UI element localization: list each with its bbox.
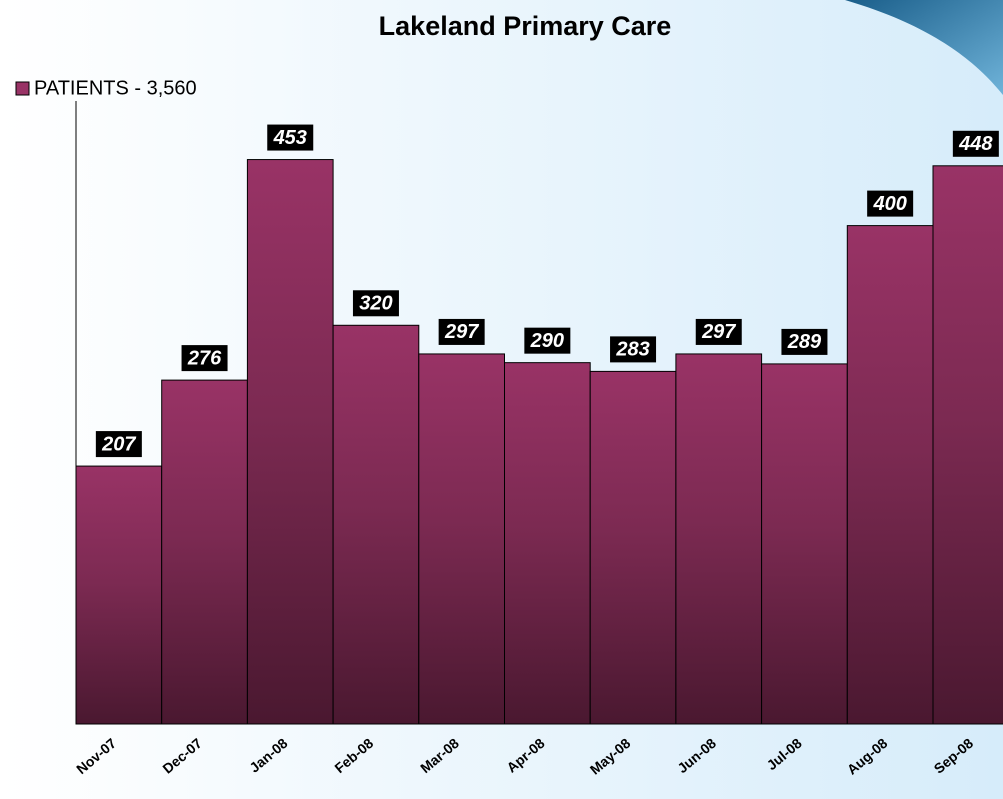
- data-label: 289: [781, 328, 828, 355]
- data-label: 276: [181, 345, 228, 372]
- data-label: 448: [952, 130, 999, 157]
- bar: [246, 159, 334, 725]
- data-label-text: 276: [187, 347, 222, 369]
- bar: [504, 362, 591, 725]
- bar: [332, 324, 420, 725]
- bar: [418, 353, 505, 725]
- bar: [75, 465, 163, 725]
- bar: [589, 370, 677, 725]
- bar: [761, 363, 848, 725]
- bar: [932, 165, 1003, 725]
- data-label: 207: [95, 431, 142, 458]
- data-label: 400: [867, 190, 914, 217]
- data-label-box: [524, 327, 571, 354]
- data-label-text: 207: [101, 433, 136, 455]
- data-label-box: [867, 190, 914, 217]
- chart-title: Lakeland Primary Care: [379, 11, 672, 41]
- data-label-box: [352, 290, 399, 317]
- data-label-box: [95, 431, 142, 458]
- legend-label: PATIENTS - 3,560: [34, 77, 197, 99]
- bar: [675, 353, 763, 725]
- data-label-text: 453: [273, 127, 307, 149]
- data-label-box: [181, 345, 228, 372]
- data-label-text: 283: [615, 339, 649, 361]
- data-label-text: 289: [787, 331, 822, 353]
- data-label-box: [438, 318, 485, 345]
- corner-decoration: [845, 0, 1003, 95]
- data-label: 297: [695, 318, 742, 345]
- bar: [161, 379, 248, 725]
- data-label: 453: [267, 124, 314, 151]
- data-label-text: 290: [530, 330, 564, 352]
- data-label-text: 400: [872, 193, 906, 215]
- data-label-text: 297: [444, 321, 479, 343]
- bar: [846, 225, 934, 725]
- data-label-box: [267, 124, 314, 151]
- data-label-text: 297: [701, 321, 736, 343]
- data-label: 320: [352, 290, 399, 317]
- data-label-box: [781, 328, 828, 355]
- data-label: 283: [610, 336, 657, 363]
- data-label-box: [610, 336, 657, 363]
- data-label-text: 320: [359, 293, 392, 315]
- data-label-text: 448: [958, 133, 993, 155]
- data-label: 297: [438, 318, 485, 345]
- legend-swatch: [15, 81, 30, 96]
- data-label-box: [952, 130, 999, 157]
- data-label-box: [695, 318, 742, 345]
- data-label: 290: [524, 327, 571, 354]
